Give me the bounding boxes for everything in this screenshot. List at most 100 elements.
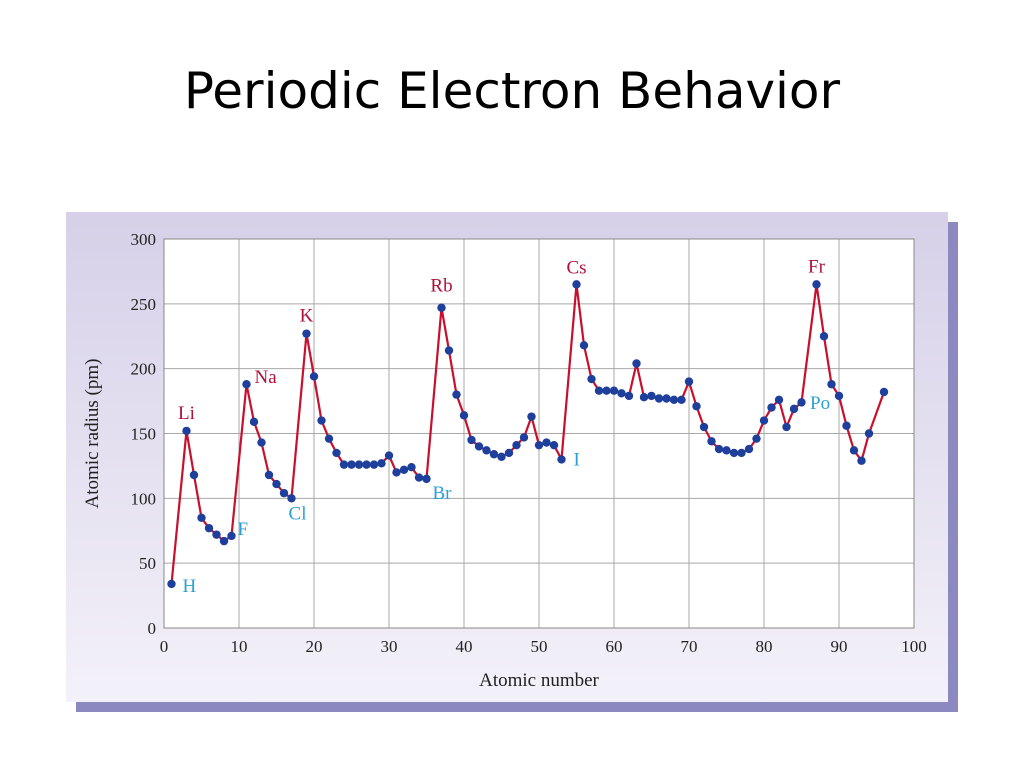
data-point <box>474 442 484 451</box>
data-point <box>737 448 746 458</box>
data-point <box>497 452 506 462</box>
x-tick-label: 30 <box>381 637 398 656</box>
data-point <box>242 380 251 389</box>
data-point <box>609 386 619 395</box>
element-label: Cs <box>566 257 586 278</box>
x-tick-label: 60 <box>606 637 623 656</box>
data-point <box>452 390 461 399</box>
y-tick-labels: 0 50 100 150 200 250 300 <box>131 230 157 638</box>
data-point <box>399 465 409 475</box>
data-point <box>182 426 191 436</box>
data-point <box>729 448 739 458</box>
data-point <box>782 422 791 432</box>
slide-title: Periodic Electron Behavior <box>183 62 841 120</box>
data-point <box>414 473 424 482</box>
data-point <box>834 391 844 401</box>
data-point <box>722 446 731 455</box>
data-point <box>339 460 349 469</box>
element-label: H <box>183 576 197 597</box>
data-point <box>512 440 521 450</box>
data-point <box>587 374 596 384</box>
data-point <box>437 303 446 312</box>
data-point <box>167 579 176 589</box>
x-tick-labels: 0 10 20 30 40 50 60 70 80 90 100 <box>160 637 927 656</box>
data-point <box>617 389 626 398</box>
data-point <box>354 460 364 469</box>
data-point <box>879 387 889 397</box>
data-point <box>759 416 769 425</box>
data-point <box>864 429 874 438</box>
x-tick-label: 0 <box>160 637 169 656</box>
element-label: Cl <box>289 503 307 524</box>
data-point <box>849 446 859 455</box>
data-point <box>812 280 821 289</box>
data-point <box>744 444 754 454</box>
data-point <box>317 416 326 425</box>
data-point <box>197 513 206 522</box>
data-point <box>774 395 784 404</box>
data-point <box>249 417 259 427</box>
y-tick-label: 150 <box>131 425 157 444</box>
data-point <box>407 463 416 472</box>
data-point <box>707 437 716 446</box>
data-point <box>669 395 679 404</box>
element-labels: H Li F Na Cl K Br Rb I Cs Po Fr <box>178 256 830 597</box>
data-point <box>549 440 559 450</box>
data-point <box>842 421 851 430</box>
data-point <box>309 372 319 381</box>
x-tick-label: 50 <box>531 637 548 656</box>
x-tick-label: 10 <box>231 637 248 656</box>
x-axis-label: Atomic number <box>479 670 599 691</box>
data-point <box>264 470 274 480</box>
data-point <box>287 494 296 503</box>
data-point <box>519 433 529 442</box>
element-label: K <box>300 306 314 327</box>
element-label: Rb <box>430 276 452 297</box>
data-point <box>789 404 799 414</box>
data-point <box>489 450 499 459</box>
data-points <box>167 280 889 589</box>
data-point <box>459 411 469 420</box>
data-point <box>332 448 341 458</box>
data-point <box>797 398 806 407</box>
y-tick-label: 200 <box>131 360 157 379</box>
element-label: I <box>574 449 580 470</box>
x-tick-label: 70 <box>681 637 698 656</box>
data-point <box>369 460 379 469</box>
y-tick-label: 0 <box>148 619 157 638</box>
data-point <box>752 434 761 443</box>
data-point <box>767 403 776 412</box>
data-point <box>639 392 649 402</box>
data-point <box>467 435 476 445</box>
data-point <box>347 460 356 469</box>
data-point <box>257 438 266 447</box>
data-point <box>699 422 709 432</box>
y-tick-label: 50 <box>139 554 156 573</box>
plot-frame <box>163 238 915 629</box>
data-point <box>662 394 671 403</box>
data-point <box>827 380 836 389</box>
data-point <box>594 386 604 395</box>
element-label: Fr <box>808 256 826 277</box>
data-point <box>189 470 199 480</box>
x-tick-label: 40 <box>456 637 473 656</box>
data-point <box>527 412 536 421</box>
element-label: Li <box>178 403 195 424</box>
data-point <box>624 391 634 401</box>
data-point <box>654 394 664 403</box>
data-point <box>227 531 236 541</box>
data-point <box>819 332 829 341</box>
data-point <box>279 488 289 498</box>
x-tick-label: 80 <box>756 637 773 656</box>
x-tick-label: 20 <box>306 637 323 656</box>
data-point <box>692 402 701 411</box>
data-point <box>272 479 281 489</box>
x-tick-label: 100 <box>901 637 927 656</box>
element-label: Na <box>255 367 278 388</box>
y-axis-label: Atomic radius (pm) <box>82 359 103 509</box>
data-point <box>377 459 386 468</box>
y-tick-label: 300 <box>131 230 157 249</box>
x-tick-label: 90 <box>831 637 848 656</box>
data-point <box>504 448 514 458</box>
